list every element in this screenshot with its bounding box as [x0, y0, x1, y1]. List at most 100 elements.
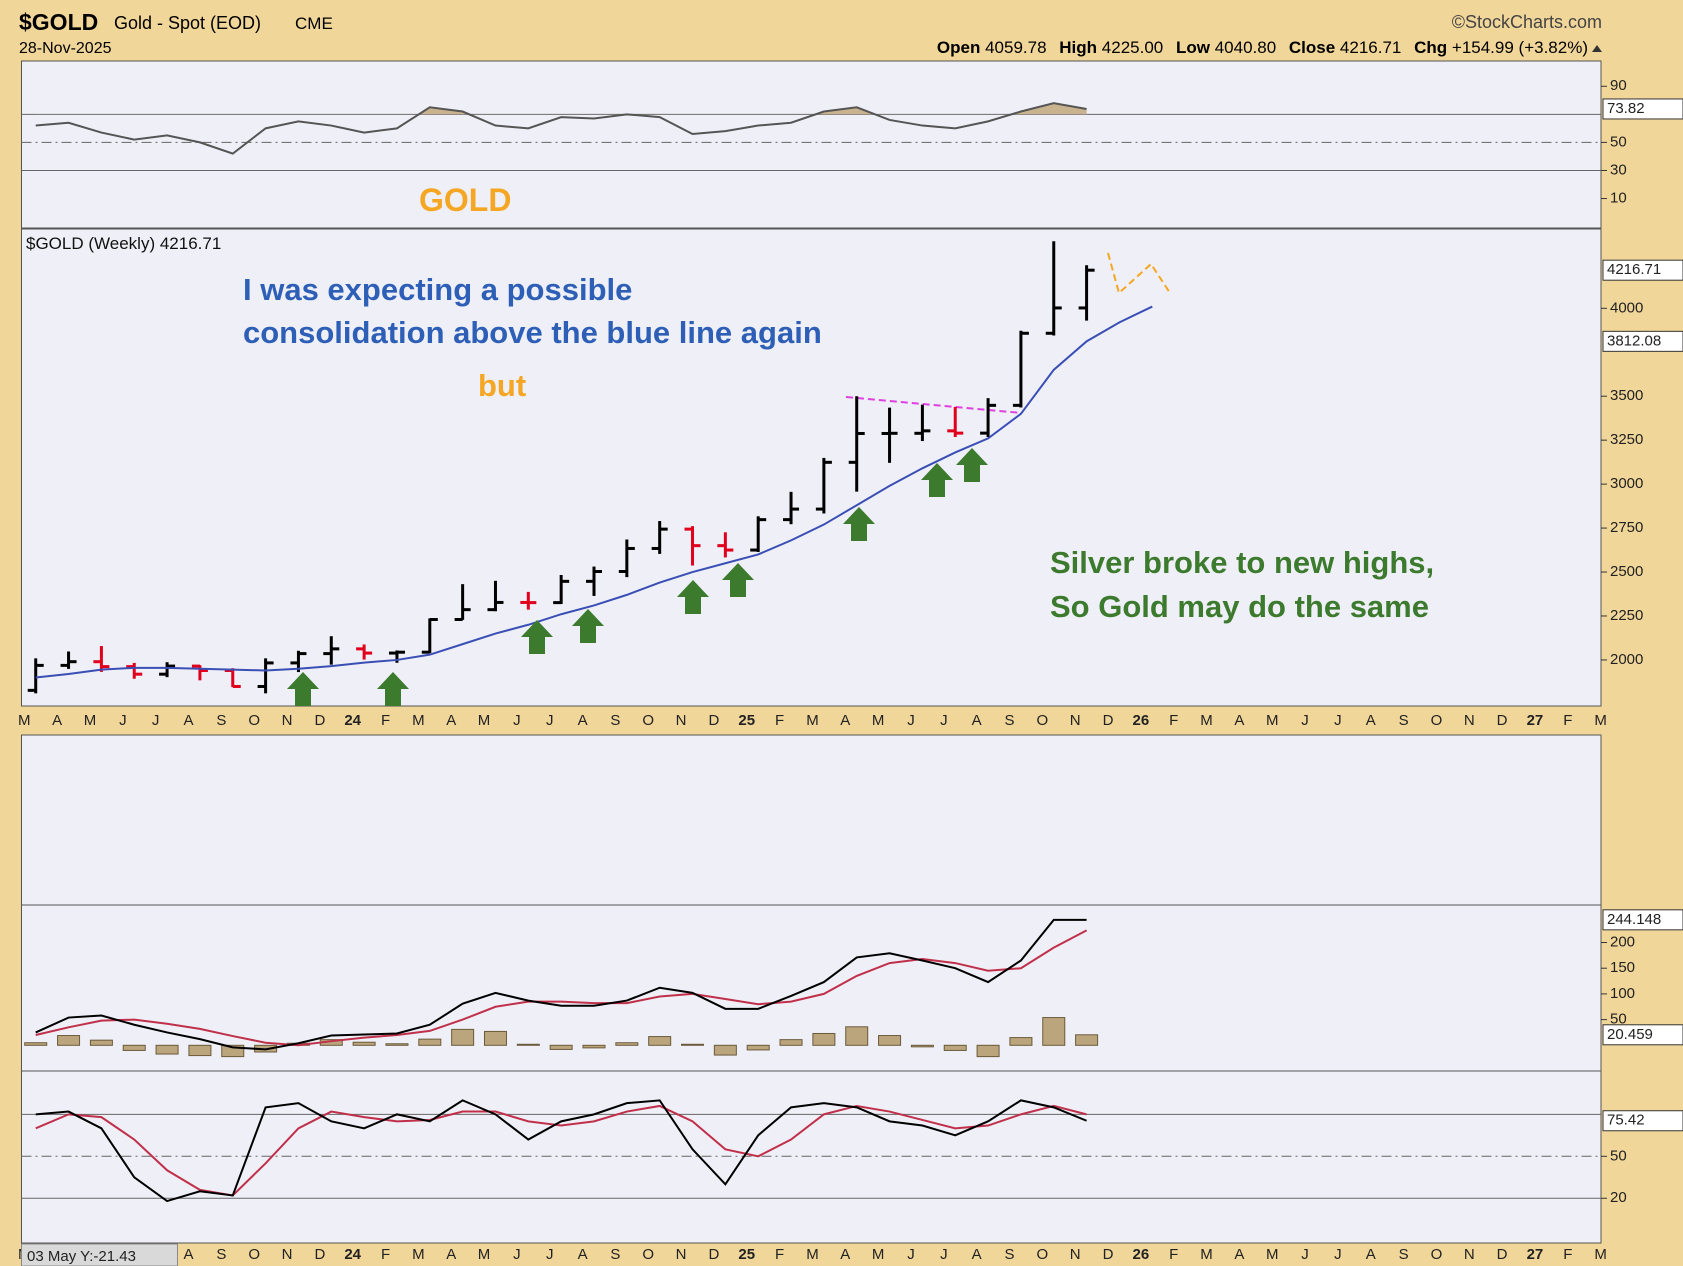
x-tick-label: A [183, 1246, 193, 1263]
quote: Open 4059.78 High 4225.00 Low 4040.80 Cl… [937, 38, 1588, 57]
x-tick-label: O [248, 1246, 260, 1263]
x-tick-label: O [1431, 1246, 1443, 1263]
histogram-bar [943, 1044, 967, 1051]
x-tick-label: 24 [344, 712, 361, 729]
last-value-label: 20.459 [1607, 1026, 1653, 1043]
panel-labels: 50 100 150 200 20.459 244.148 [1601, 909, 1683, 1046]
x-tick-label: D [314, 1246, 325, 1263]
x-tick-label: 25 [738, 1246, 755, 1263]
x-tick-label: 26 [1133, 1246, 1150, 1263]
last-value-label: 244.148 [1607, 911, 1661, 928]
x-tick-label: S [610, 1246, 620, 1263]
panel-plot [21, 102, 1601, 171]
last-value-box [1602, 1024, 1683, 1046]
x-tick-label: M [412, 712, 425, 729]
x-tick-label: M [412, 1246, 425, 1263]
x-tick-label: D [1103, 1246, 1114, 1263]
legend: $GOLD (Weekly) 4216.71 [26, 234, 221, 253]
quote-value: 4040.80 [1215, 38, 1276, 57]
histogram-bar [648, 1036, 672, 1046]
y-tick-label: 90 [1610, 77, 1627, 94]
x-tick-label: M [18, 712, 31, 729]
last-value-box [1602, 259, 1683, 281]
x-tick-label: 25 [738, 712, 755, 729]
y-tick-label: 3500 [1610, 387, 1643, 404]
support-arrow [677, 580, 709, 614]
x-tick-label: O [1431, 712, 1443, 729]
x-tick-label: A [183, 712, 193, 729]
x-tick-label: F [1563, 1246, 1572, 1263]
last-value-box [1602, 98, 1683, 120]
x-tick-label: M [872, 1246, 885, 1263]
annotation: So Gold may do the same [1050, 589, 1429, 624]
x-tick-label: F [1169, 1246, 1178, 1263]
x-tick-label: O [642, 712, 654, 729]
x-tick-label: A [578, 1246, 588, 1263]
x-tick-label: M [1594, 1246, 1607, 1263]
x-tick-label: J [1301, 712, 1309, 729]
series-line [35, 918, 1087, 1051]
annotation: but [478, 368, 526, 403]
histogram-bar [122, 1044, 146, 1051]
x-tick-label: O [1037, 712, 1049, 729]
y-tick-label: 2000 [1610, 651, 1643, 668]
y-tick-label: 10 [1610, 189, 1627, 206]
y-tick-label: 50 [1610, 1147, 1627, 1164]
x-tick-label: A [1234, 712, 1244, 729]
histogram-bar [516, 1043, 540, 1046]
x-tick-label: D [1103, 712, 1114, 729]
x-tick-label: J [119, 712, 127, 729]
y-tick-label: 3250 [1610, 431, 1643, 448]
x-tick-label: O [248, 712, 260, 729]
histogram-bar [188, 1044, 212, 1057]
histogram-bar [1075, 1034, 1099, 1046]
x-tick-label: D [709, 712, 720, 729]
y-tick-label: 4000 [1610, 299, 1643, 316]
quote-value: 4059.78 [985, 38, 1046, 57]
last-value-label: 75.42 [1607, 1112, 1645, 1129]
y-tick-label: 50 [1610, 133, 1627, 150]
y-tick-label: 2250 [1610, 607, 1643, 624]
support-arrow [572, 609, 604, 643]
x-tick-label: N [282, 1246, 293, 1263]
histogram-bar [615, 1042, 639, 1046]
x-tick-label: A [1366, 712, 1376, 729]
x-tick-label: M [1594, 712, 1607, 729]
x-tick-label: S [1004, 1246, 1014, 1263]
panel-labels: 10 30 50 90 73.82 [1601, 77, 1683, 206]
last-value-box [1602, 909, 1683, 931]
x-tick-label: M [1266, 1246, 1279, 1263]
quote-value: 4216.71 [1340, 38, 1401, 57]
x-tick-label: D [314, 712, 325, 729]
price-panel [21, 228, 1602, 707]
x-tick-label: J [152, 712, 160, 729]
histogram-bar [681, 1043, 705, 1046]
x-tick-label: A [972, 712, 982, 729]
histogram-bar [1009, 1037, 1033, 1046]
x-tick-label: N [1464, 712, 1475, 729]
last-value-box [1602, 1110, 1683, 1132]
x-tick-label: J [907, 712, 915, 729]
quote-label: Chg [1414, 38, 1447, 57]
x-tick-label: F [1169, 712, 1178, 729]
x-tick-label: A [840, 712, 850, 729]
quote-value: 4225.00 [1102, 38, 1163, 57]
panel-plot [27, 241, 1153, 694]
x-tick-label: S [1004, 712, 1014, 729]
cursor-box: 03 May Y:-21.43 [21, 1243, 178, 1266]
x-tick-label: N [676, 1246, 687, 1263]
x-tick-label: J [546, 712, 554, 729]
last-value-label: 4216.71 [1607, 261, 1661, 278]
x-tick-label: A [578, 712, 588, 729]
x-tick-label: M [806, 712, 819, 729]
x-tick-label: S [610, 712, 620, 729]
rsi-panel [21, 60, 1602, 229]
annotation: I was expecting a possible [243, 272, 632, 307]
x-tick-label: M [1266, 712, 1279, 729]
y-tick-label: 20 [1610, 1189, 1627, 1206]
histogram-bar [155, 1044, 179, 1055]
cursor-readout: 03 May Y:-21.43 [27, 1248, 136, 1265]
series-line [35, 929, 1088, 1047]
y-tick-label: 30 [1610, 161, 1627, 178]
